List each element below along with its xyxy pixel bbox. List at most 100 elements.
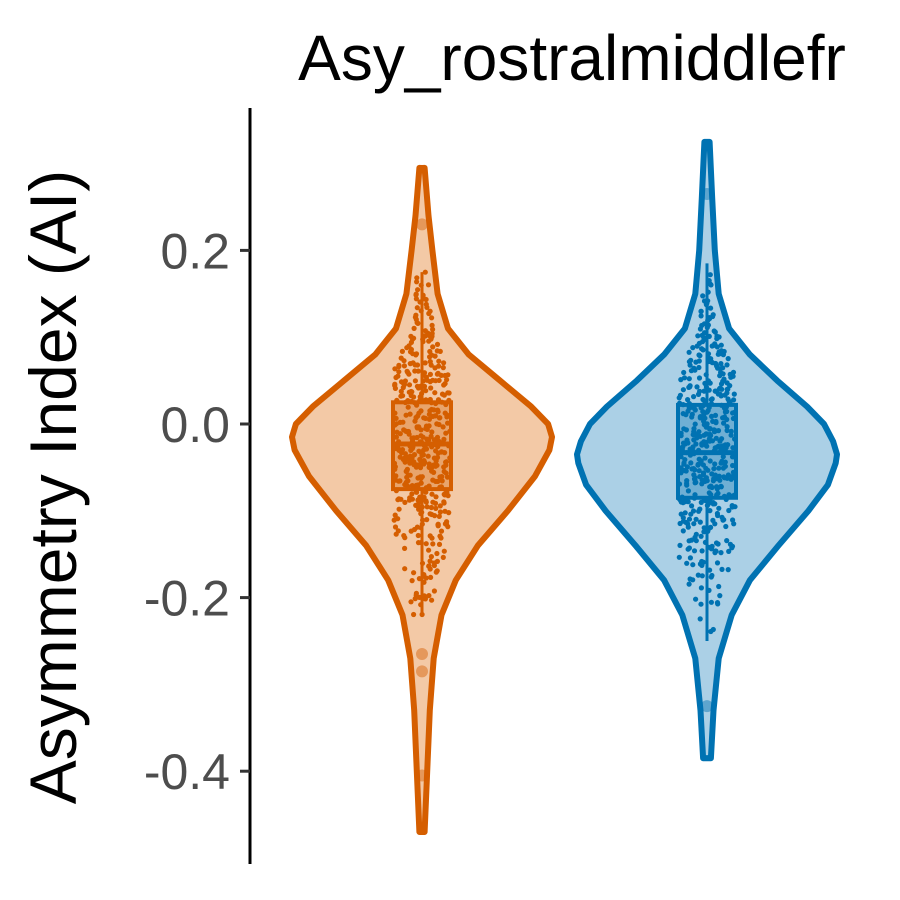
data-point: [708, 628, 714, 635]
data-point: [392, 366, 398, 372]
data-point: [426, 310, 432, 317]
data-point: [702, 455, 708, 461]
data-point: [713, 418, 719, 425]
outlier-point: [416, 648, 428, 661]
outlier-point: [416, 218, 428, 231]
data-point: [713, 548, 719, 554]
data-point: [717, 438, 723, 444]
data-point: [714, 444, 720, 450]
data-point: [416, 448, 422, 454]
data-point: [695, 572, 701, 578]
data-point: [720, 517, 726, 523]
data-point: [684, 560, 690, 566]
data-point: [701, 418, 707, 424]
data-point: [440, 554, 446, 561]
data-point: [688, 460, 694, 466]
data-point: [716, 465, 722, 471]
data-point: [718, 550, 724, 556]
data-point: [398, 388, 404, 394]
data-point: [697, 326, 704, 332]
data-point: [426, 437, 432, 443]
data-point: [423, 296, 429, 303]
data-point: [413, 296, 419, 302]
data-point: [423, 499, 429, 505]
data-point: [414, 275, 420, 281]
data-point: [677, 542, 683, 549]
data-point: [686, 376, 692, 382]
data-point: [442, 508, 448, 514]
data-point: [439, 478, 445, 484]
data-point: [718, 342, 724, 348]
data-point: [435, 407, 441, 413]
data-point: [437, 509, 443, 515]
outlier-point: [701, 187, 713, 200]
data-point: [396, 362, 402, 368]
data-point: [425, 453, 431, 459]
data-point: [720, 352, 727, 358]
data-point: [444, 519, 450, 525]
data-point: [709, 572, 715, 579]
violin-group-1: [289, 164, 555, 835]
data-point: [441, 548, 447, 554]
data-point: [696, 352, 702, 358]
data-point: [426, 593, 432, 599]
data-point: [680, 518, 687, 524]
data-point: [440, 365, 446, 371]
data-point: [409, 483, 415, 489]
data-point: [701, 388, 707, 394]
data-point: [724, 390, 730, 396]
data-point: [681, 460, 687, 466]
data-point: [707, 458, 713, 464]
data-point: [430, 541, 436, 547]
data-point: [445, 420, 451, 426]
data-point: [402, 455, 408, 461]
data-point: [726, 398, 732, 404]
data-point: [717, 477, 723, 483]
data-point: [395, 516, 401, 522]
data-point: [720, 378, 726, 384]
data-point: [406, 371, 412, 377]
data-point: [407, 361, 413, 367]
data-point: [408, 528, 414, 534]
data-point: [434, 550, 440, 557]
data-point: [718, 361, 724, 367]
data-point: [681, 426, 687, 432]
data-point: [419, 474, 425, 480]
data-point: [709, 343, 715, 349]
data-point: [398, 379, 405, 385]
data-point: [409, 389, 415, 395]
data-point: [689, 414, 695, 420]
data-point: [404, 345, 410, 351]
data-point: [444, 377, 450, 383]
data-point: [705, 408, 711, 414]
data-point: [685, 524, 691, 530]
data-point: [684, 480, 690, 486]
data-point: [730, 369, 737, 375]
data-point: [697, 415, 703, 421]
data-point: [715, 490, 721, 496]
data-point: [402, 545, 408, 552]
data-point: [429, 322, 435, 328]
y-tick-label: 0.0: [160, 397, 230, 453]
data-point: [707, 272, 713, 278]
data-point: [422, 415, 429, 421]
data-point: [696, 456, 702, 462]
data-point: [395, 445, 401, 451]
data-point: [716, 349, 722, 355]
data-point: [434, 421, 440, 427]
data-point: [426, 547, 432, 553]
data-point: [684, 437, 690, 443]
data-point: [704, 421, 710, 427]
data-point: [692, 475, 698, 481]
data-point: [689, 503, 695, 509]
data-point: [720, 465, 727, 471]
data-point: [714, 600, 721, 606]
data-point: [728, 432, 734, 438]
data-point: [686, 581, 692, 587]
data-point: [689, 466, 695, 472]
data-point: [721, 420, 727, 426]
chart-title: Asy_rostralmiddlefr: [298, 22, 846, 94]
data-point: [697, 616, 703, 622]
data-point: [731, 397, 737, 403]
